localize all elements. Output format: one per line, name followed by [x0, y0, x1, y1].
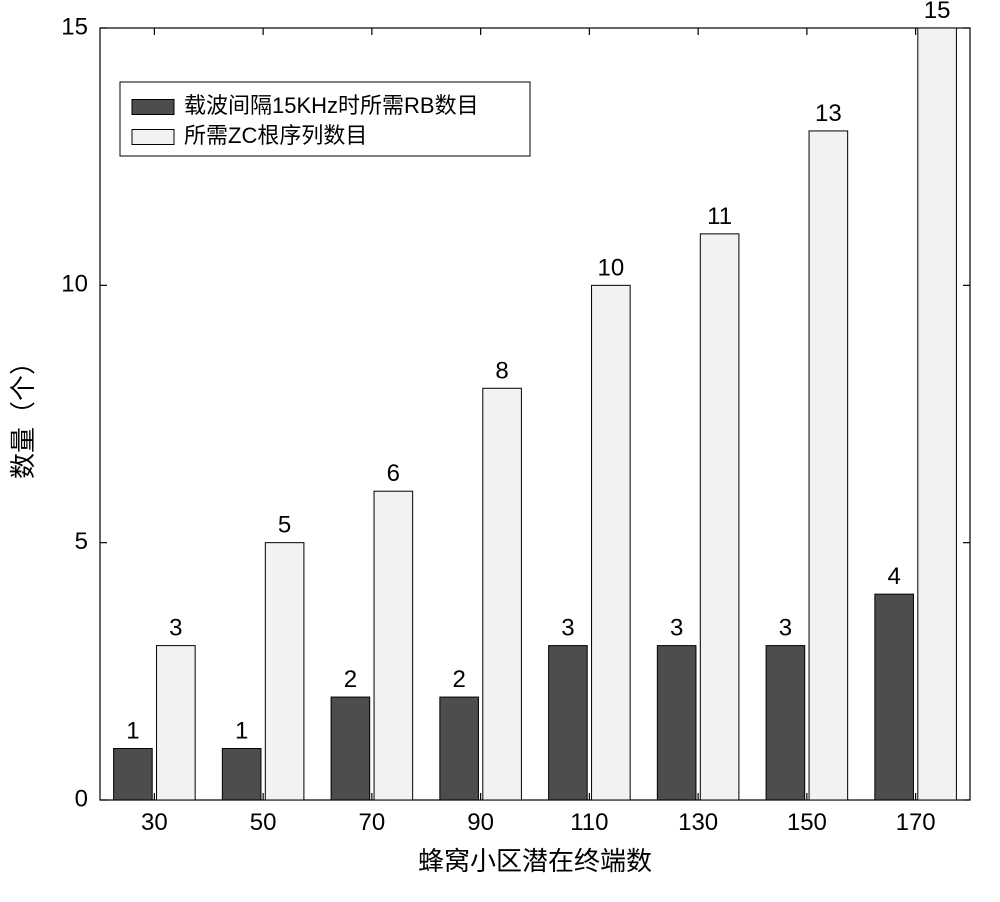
bar-value-label: 3 [779, 615, 792, 642]
bar-value-label: 15 [924, 0, 951, 24]
bar-value-label: 2 [344, 666, 357, 693]
legend-label: 所需ZC根序列数目 [184, 123, 367, 148]
bar-rb [440, 697, 479, 800]
bar-value-label: 13 [815, 100, 842, 127]
legend-label: 载波间隔15KHz时所需RB数目 [184, 93, 479, 118]
bar-zc [265, 543, 304, 800]
x-tick-label: 110 [570, 809, 608, 836]
bar-chart: 051015数量（个）30507090110130150170蜂窝小区潜在终端数… [0, 0, 1000, 902]
bar-rb [657, 646, 696, 800]
legend-swatch [132, 130, 174, 145]
x-tick-label: 70 [359, 809, 386, 836]
x-tick-label: 90 [467, 809, 494, 836]
bar-rb [114, 749, 153, 800]
bar-value-label: 2 [452, 666, 465, 693]
bar-value-label: 8 [495, 357, 508, 384]
bar-zc [374, 491, 413, 800]
bar-value-label: 1 [126, 718, 139, 745]
bar-rb [875, 594, 914, 800]
bar-value-label: 5 [278, 512, 291, 539]
chart-container: 051015数量（个）30507090110130150170蜂窝小区潜在终端数… [0, 0, 1000, 902]
x-axis-label: 蜂窝小区潜在终端数 [418, 846, 652, 876]
x-tick-label: 50 [250, 809, 277, 836]
bar-rb [331, 697, 370, 800]
legend-swatch [132, 100, 174, 115]
y-axis-label: 数量（个） [8, 349, 38, 479]
bar-value-label: 4 [887, 563, 900, 590]
x-tick-label: 170 [896, 809, 936, 836]
x-tick-label: 30 [141, 809, 168, 836]
bar-value-label: 3 [561, 615, 574, 642]
y-tick-label: 0 [75, 785, 88, 812]
y-tick-label: 5 [75, 528, 88, 555]
x-tick-label: 130 [678, 809, 718, 836]
bar-rb [766, 646, 805, 800]
y-tick-label: 15 [61, 13, 88, 40]
bar-zc [157, 646, 196, 800]
bar-rb [549, 646, 588, 800]
bar-rb [222, 749, 261, 800]
bar-value-label: 6 [387, 460, 400, 487]
bar-value-label: 1 [235, 718, 248, 745]
bar-zc [483, 388, 522, 800]
bar-value-label: 11 [707, 203, 732, 230]
bar-value-label: 3 [169, 615, 182, 642]
y-tick-label: 10 [61, 271, 88, 298]
bar-value-label: 10 [598, 254, 625, 281]
bar-zc [918, 28, 957, 800]
bar-zc [700, 234, 739, 800]
x-tick-label: 150 [787, 809, 827, 836]
bar-value-label: 3 [670, 615, 683, 642]
bar-zc [592, 285, 631, 800]
bar-zc [809, 131, 848, 800]
